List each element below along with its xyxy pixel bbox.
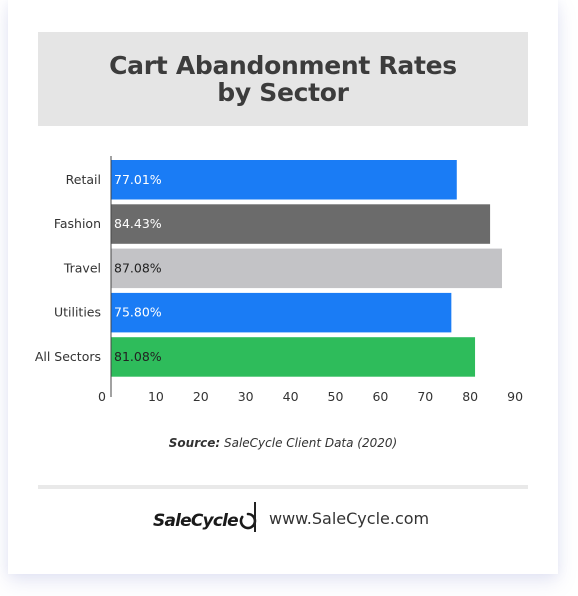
x-tick-label: 60 xyxy=(372,389,388,404)
bar-3 xyxy=(111,292,452,333)
category-label: Travel xyxy=(63,260,101,275)
x-tick-label: 10 xyxy=(148,389,164,404)
bar-value-label: 81.08% xyxy=(114,349,162,364)
category-label: Fashion xyxy=(54,216,101,231)
bar-2 xyxy=(111,248,502,289)
x-tick-label: 90 xyxy=(507,389,523,404)
x-tick-label: 30 xyxy=(238,389,254,404)
chart-title: Cart Abandonment Rates by Sector xyxy=(109,51,457,107)
bar-0 xyxy=(111,160,457,200)
category-label: Retail xyxy=(66,172,101,187)
x-tick-label: 40 xyxy=(283,389,299,404)
salecycle-logo: SaleCycle xyxy=(153,506,257,536)
bar-value-label: 77.01% xyxy=(114,172,162,187)
source-text: SaleCycle Client Data (2020) xyxy=(220,436,398,450)
source-prefix: Source: xyxy=(168,436,221,450)
title-banner: Cart Abandonment Rates by Sector xyxy=(38,32,528,126)
bar-value-label: 75.80% xyxy=(114,305,162,320)
x-tick-label: 20 xyxy=(193,389,209,404)
bar-4 xyxy=(111,337,476,377)
category-label: Utilities xyxy=(54,305,101,320)
footer-rule xyxy=(38,485,528,489)
x-tick-label: 50 xyxy=(328,389,344,404)
x-tick-label: 70 xyxy=(417,389,433,404)
bar-value-label: 87.08% xyxy=(114,260,162,275)
source-note: Source: SaleCycle Client Data (2020) xyxy=(0,436,566,450)
bar-chart: Retail 77.01% Fashion 84.43% Travel 87.08% Uti… xyxy=(35,156,523,404)
category-label: All Sectors xyxy=(35,349,101,364)
x-tick-label: 0 xyxy=(98,389,106,404)
footer-divider xyxy=(254,502,256,532)
salecycle-cycle-icon xyxy=(239,512,257,530)
bar-1 xyxy=(111,204,491,244)
website-link[interactable]: www.SaleCycle.com xyxy=(269,509,430,528)
brand-name: SaleCycle xyxy=(153,511,239,531)
bar-value-label: 84.43% xyxy=(114,216,162,231)
x-tick-label: 80 xyxy=(462,389,478,404)
